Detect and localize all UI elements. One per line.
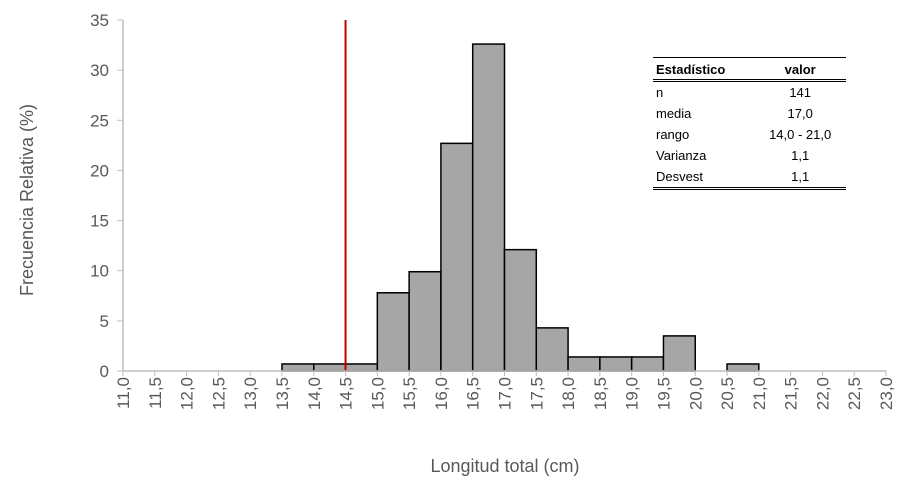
stats-value: 1,1 xyxy=(791,148,810,163)
x-tick-label: 15,0 xyxy=(368,377,387,410)
x-tick-label: 14,5 xyxy=(337,377,356,410)
histogram-bar xyxy=(535,327,569,372)
y-tick-label: 5 xyxy=(100,312,109,331)
axes-group xyxy=(117,19,887,376)
stats-header-value: valor xyxy=(784,61,816,77)
bars-group xyxy=(281,43,760,372)
stats-label: n xyxy=(656,85,664,100)
x-tick-label: 21,5 xyxy=(782,377,801,410)
y-tick-label: 0 xyxy=(100,362,109,381)
x-tick-label: 21,0 xyxy=(750,377,769,410)
x-tick-label: 23,0 xyxy=(877,377,896,410)
x-tick-label: 22,5 xyxy=(845,377,864,410)
x-tick-label: 16,0 xyxy=(432,377,451,410)
histogram-bar xyxy=(567,356,601,372)
x-tick-label: 11,5 xyxy=(146,377,165,409)
y-tick-label: 35 xyxy=(90,11,109,30)
y-tick-labels: 0 5 10 15 20 25 30 35 xyxy=(90,11,109,381)
x-tick-label: 20,5 xyxy=(718,377,737,410)
stats-row: rango 14,0 - 21,0 xyxy=(653,124,846,145)
stats-value: 17,0 xyxy=(787,106,813,121)
histogram-bar xyxy=(408,270,442,372)
histogram-bar xyxy=(440,142,474,372)
stats-row: n 141 xyxy=(653,81,846,104)
stats-row: Varianza 1,1 xyxy=(653,145,846,166)
stats-value: 141 xyxy=(789,85,812,100)
statistics-table: Estadístico valor n 141 media 17,0 rango… xyxy=(653,57,846,190)
stats-header-row: Estadístico valor xyxy=(653,57,846,81)
x-tick-label: 15,5 xyxy=(400,377,419,410)
stats-row: media 17,0 xyxy=(653,103,846,124)
x-tick-label: 19,5 xyxy=(654,377,673,410)
stats-header-statistic: Estadístico xyxy=(656,61,726,77)
x-tick-label: 12,0 xyxy=(178,377,197,410)
histogram-bar xyxy=(599,356,633,372)
y-tick-label: 10 xyxy=(90,262,109,281)
y-tick-label: 25 xyxy=(90,111,109,130)
histogram-bar xyxy=(344,363,379,372)
x-tick-label: 13,5 xyxy=(273,377,292,410)
histogram-bar xyxy=(376,292,410,372)
x-tick-label: 12,5 xyxy=(209,377,228,410)
stats-label: Desvest xyxy=(656,169,703,184)
y-axis-title: Frecuencia Relativa (%) xyxy=(17,104,37,296)
x-tick-labels: 11,0 11,5 12,0 12,5 13,0 13,5 14,0 14,5 15,0 15,5… xyxy=(114,377,896,410)
x-tick-label: 17,5 xyxy=(527,377,546,410)
x-tick-label: 19,0 xyxy=(623,377,642,410)
stats-value: 14,0 - 21,0 xyxy=(769,127,832,142)
x-tick-label: 16,5 xyxy=(464,377,483,410)
x-tick-label: 17,0 xyxy=(496,377,515,410)
histogram-bar xyxy=(471,43,506,372)
x-axis-title: Longitud total (cm) xyxy=(430,456,579,476)
x-tick-label: 18,5 xyxy=(591,377,610,410)
x-tick-label: 14,0 xyxy=(305,377,324,410)
stats-label: media xyxy=(656,106,692,121)
x-tick-label: 18,0 xyxy=(559,377,578,410)
stats-row: Desvest 1,1 xyxy=(653,166,846,189)
histogram-bar xyxy=(313,363,347,372)
x-tick-label: 13,0 xyxy=(241,377,260,410)
histogram-bar xyxy=(726,363,760,372)
y-tick-label: 20 xyxy=(90,161,109,180)
y-tick-label: 15 xyxy=(90,212,109,231)
x-tick-label: 20,0 xyxy=(686,377,705,410)
y-tick-label: 30 xyxy=(90,61,109,80)
histogram-bar xyxy=(662,335,696,372)
stats-label: Varianza xyxy=(656,148,707,163)
x-tick-label: 22,0 xyxy=(813,377,832,410)
stats-value: 1,1 xyxy=(791,169,810,184)
x-tick-label: 11,0 xyxy=(114,377,133,409)
histogram-bar xyxy=(630,356,665,372)
histogram-bar xyxy=(503,248,538,372)
histogram-bar xyxy=(281,363,315,372)
stats-label: rango xyxy=(656,127,690,142)
